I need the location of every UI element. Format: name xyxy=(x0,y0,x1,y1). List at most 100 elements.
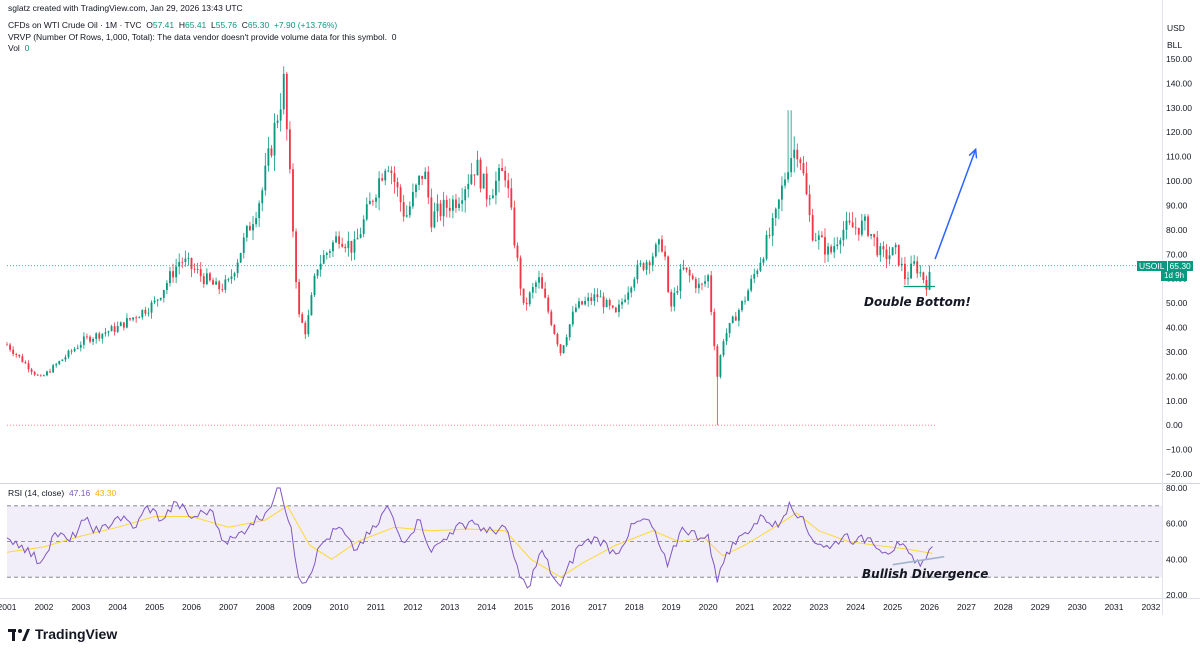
candle-body xyxy=(328,251,331,254)
unit-label[interactable]: BLL xyxy=(1167,40,1183,50)
candle-body xyxy=(753,273,756,279)
candle-body xyxy=(95,333,98,339)
candle-body xyxy=(98,333,101,339)
candle-body xyxy=(89,336,91,342)
candle-body xyxy=(864,216,866,221)
time-tick-label: 2027 xyxy=(957,602,976,612)
candle-body xyxy=(516,245,519,258)
last-price-tag: USOIL 65.30 xyxy=(1137,261,1193,271)
candle-body xyxy=(193,268,196,270)
candle-body xyxy=(636,264,639,280)
bar-countdown: 1d 9h xyxy=(1161,271,1188,281)
candle-body xyxy=(805,173,808,195)
candle-body xyxy=(799,159,802,164)
rsi-axis[interactable]: 80.00 60.00 40.00 20.00 xyxy=(1166,483,1188,600)
candle-body xyxy=(46,371,48,376)
candle-body xyxy=(365,204,368,220)
candle-body xyxy=(64,357,67,360)
candle-body xyxy=(590,297,593,301)
price-tick-label: 150.00 xyxy=(1166,54,1192,64)
candle-body xyxy=(119,322,122,327)
candle-body xyxy=(765,235,768,259)
candle-body xyxy=(547,297,550,312)
target-arrow xyxy=(934,149,977,260)
candle-body xyxy=(867,216,869,236)
candle-body xyxy=(747,290,750,301)
candle-body xyxy=(70,350,73,352)
candle-body xyxy=(808,194,811,216)
candle-body xyxy=(614,307,617,313)
time-tick-label: 2021 xyxy=(736,602,755,612)
candle-body xyxy=(362,219,365,235)
candle-body xyxy=(350,240,353,253)
candle-body xyxy=(110,326,113,332)
ohlc-legend[interactable]: CFDs on WTI Crude Oil · 1M · TVC O57.41 … xyxy=(8,20,337,30)
candle-body xyxy=(624,299,627,302)
rsi-tick-label: 60.00 xyxy=(1166,519,1188,529)
candle-body xyxy=(608,300,611,306)
candle-body xyxy=(418,175,420,185)
candle-body xyxy=(301,314,304,323)
tradingview-logo[interactable]: TradingView xyxy=(8,626,117,642)
candle-body xyxy=(719,355,722,377)
price-tick-label: 40.00 xyxy=(1166,323,1188,333)
time-tick-label: 2017 xyxy=(588,602,607,612)
volume-legend[interactable]: Vol 0 xyxy=(8,43,29,53)
candle-body xyxy=(605,300,608,308)
candle-body xyxy=(553,324,556,334)
candle-body xyxy=(873,234,876,238)
rsi-legend[interactable]: RSI (14, close) 47.16 43.30 xyxy=(8,488,116,498)
time-tick-label: 2022 xyxy=(772,602,791,612)
candle-body xyxy=(621,301,623,305)
time-tick-label: 2014 xyxy=(477,602,496,612)
candle-body xyxy=(49,371,51,373)
candle-body xyxy=(513,207,516,246)
candle-body xyxy=(519,257,522,289)
candle-body xyxy=(854,227,857,229)
candle-body xyxy=(734,316,737,321)
tradingview-logo-icon xyxy=(8,628,30,641)
candle-body xyxy=(667,256,670,292)
currency-label[interactable]: USD xyxy=(1167,23,1185,33)
candle-body xyxy=(285,73,288,130)
candle-body xyxy=(18,354,21,357)
candle-body xyxy=(925,279,928,290)
price-tick-label: 50.00 xyxy=(1166,298,1188,308)
candle-body xyxy=(199,269,202,277)
candle-body xyxy=(61,359,64,362)
rsi-ma-value: 43.30 xyxy=(94,488,117,498)
candle-body xyxy=(928,271,931,290)
candle-body xyxy=(261,190,264,204)
candle-body xyxy=(697,283,700,289)
candle-body xyxy=(857,227,860,235)
time-tick-label: 2012 xyxy=(403,602,422,612)
rsi-tick-label: 20.00 xyxy=(1166,590,1188,600)
candle-body xyxy=(162,290,165,298)
candle-body xyxy=(427,171,430,198)
candle-body xyxy=(682,267,685,270)
candle-body xyxy=(212,280,214,285)
time-axis[interactable]: 2001 2002 2003 2004 2005 2006 2007 2008 2009 2010… xyxy=(0,602,1161,612)
candle-body xyxy=(833,246,836,253)
candle-body xyxy=(221,289,224,290)
candle-body xyxy=(356,237,359,240)
candle-body xyxy=(384,170,387,181)
time-tick-label: 2006 xyxy=(182,602,201,612)
candle-body xyxy=(581,301,583,305)
candle-body xyxy=(461,200,464,204)
candle-body xyxy=(473,174,476,176)
candle-body xyxy=(27,363,30,370)
symbol-title[interactable]: CFDs on WTI Crude Oil · 1M · TVC xyxy=(8,20,142,30)
candle-body xyxy=(21,356,24,363)
candle-body xyxy=(202,276,205,285)
candle-body xyxy=(888,255,891,260)
candle-body xyxy=(129,318,131,320)
candle-body xyxy=(651,256,654,266)
time-tick-label: 2018 xyxy=(625,602,644,612)
candle-body xyxy=(338,236,341,244)
candle-body xyxy=(688,269,691,276)
candle-body xyxy=(67,350,70,358)
vrvp-legend[interactable]: VRVP (Number Of Rows, 1,000, Total): The… xyxy=(8,32,396,42)
candle-body xyxy=(322,254,325,264)
